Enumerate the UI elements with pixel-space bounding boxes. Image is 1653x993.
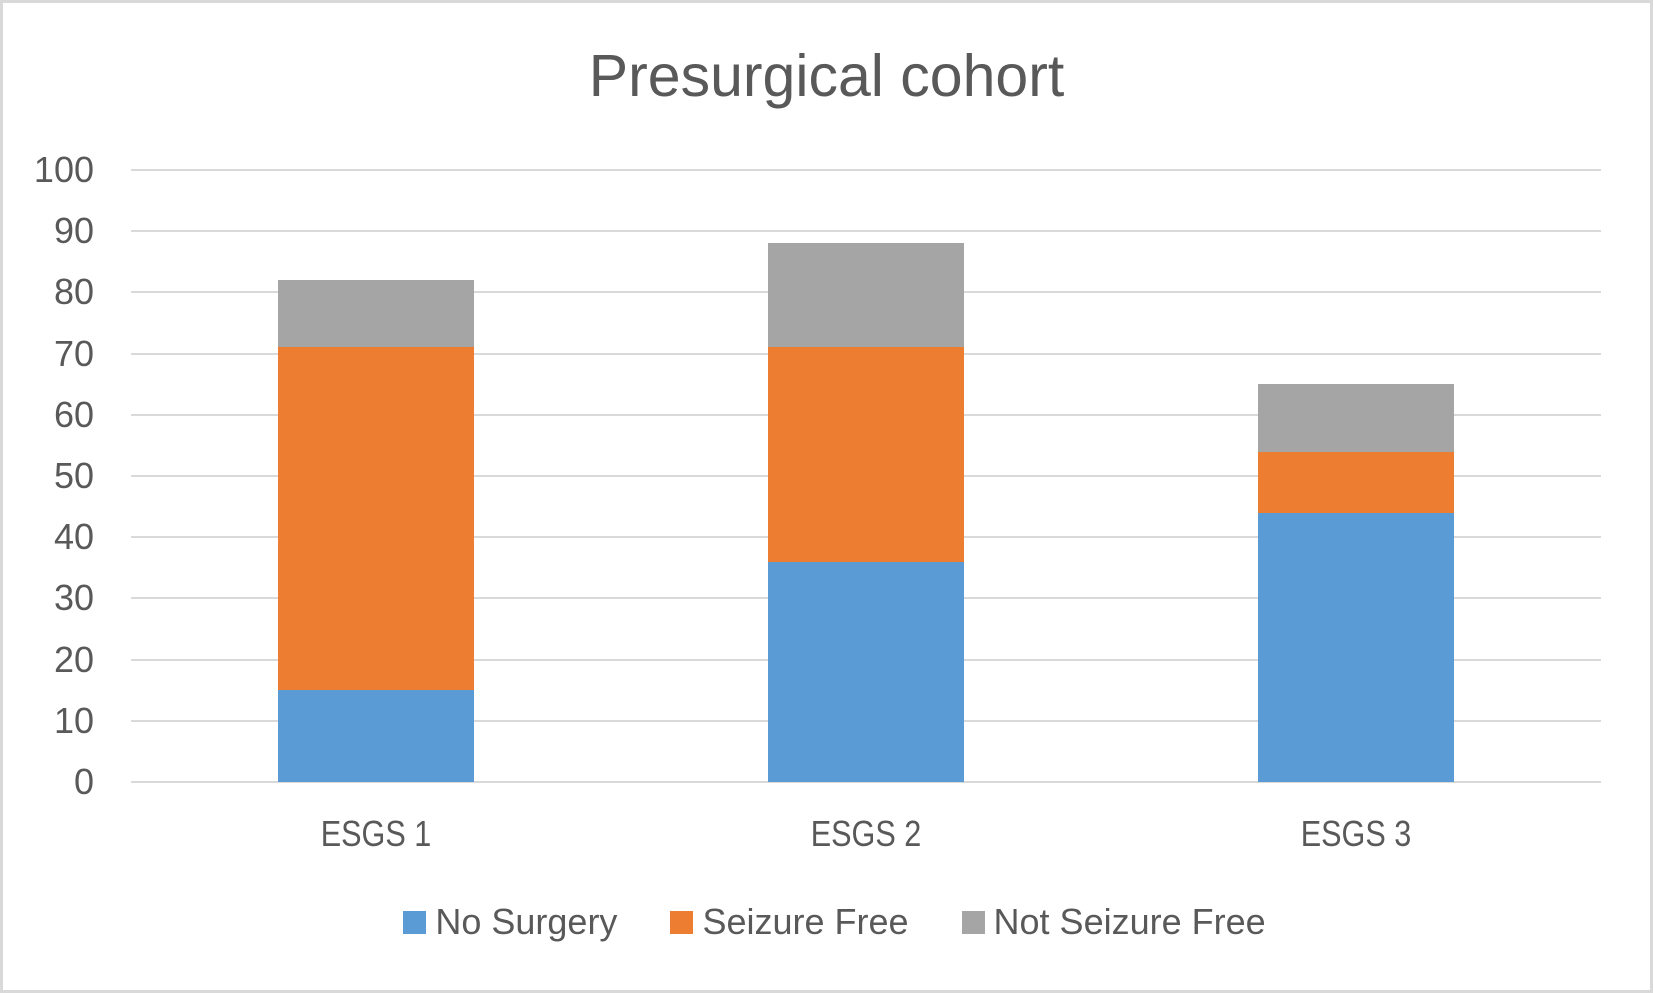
bar-segment-not-seizure-free-esgs-1 bbox=[278, 280, 474, 348]
legend-label: No Surgery bbox=[435, 901, 618, 942]
bar-segment-seizure-free-esgs-3 bbox=[1258, 451, 1454, 513]
bar-segment-seizure-free-esgs-1 bbox=[278, 347, 474, 691]
bar-segment-not-seizure-free-esgs-3 bbox=[1258, 384, 1454, 452]
legend-swatch-icon bbox=[961, 910, 985, 934]
bar-segment-not-seizure-free-esgs-2 bbox=[768, 243, 964, 348]
bar-segment-no-surgery-esgs-3 bbox=[1258, 512, 1454, 782]
legend: No Surgery Seizure Free Not Seizure Free bbox=[16, 903, 1653, 941]
legend-item-seizure-free: Seizure Free bbox=[670, 901, 909, 942]
x-axis-category-label: ESGS 3 bbox=[1300, 813, 1412, 854]
gridline-y-90 bbox=[131, 230, 1601, 233]
legend-label: Not Seizure Free bbox=[993, 901, 1266, 942]
legend-swatch-icon bbox=[670, 910, 694, 934]
x-axis-category-label: ESGS 2 bbox=[810, 813, 922, 854]
gridline-y-0 bbox=[131, 781, 1601, 783]
legend-swatch-icon bbox=[403, 910, 427, 934]
bar-segment-no-surgery-esgs-1 bbox=[278, 690, 474, 782]
gridline-y-100 bbox=[131, 169, 1601, 171]
bar-segment-seizure-free-esgs-2 bbox=[768, 347, 964, 562]
legend-label: Seizure Free bbox=[702, 901, 909, 942]
legend-item-not-seizure-free: Not Seizure Free bbox=[961, 901, 1266, 942]
legend-item-no-surgery: No Surgery bbox=[403, 904, 617, 940]
chart-title: Presurgical cohort bbox=[588, 43, 1065, 109]
bar-segment-no-surgery-esgs-2 bbox=[768, 561, 964, 782]
x-axis-category-label: ESGS 1 bbox=[320, 813, 432, 854]
